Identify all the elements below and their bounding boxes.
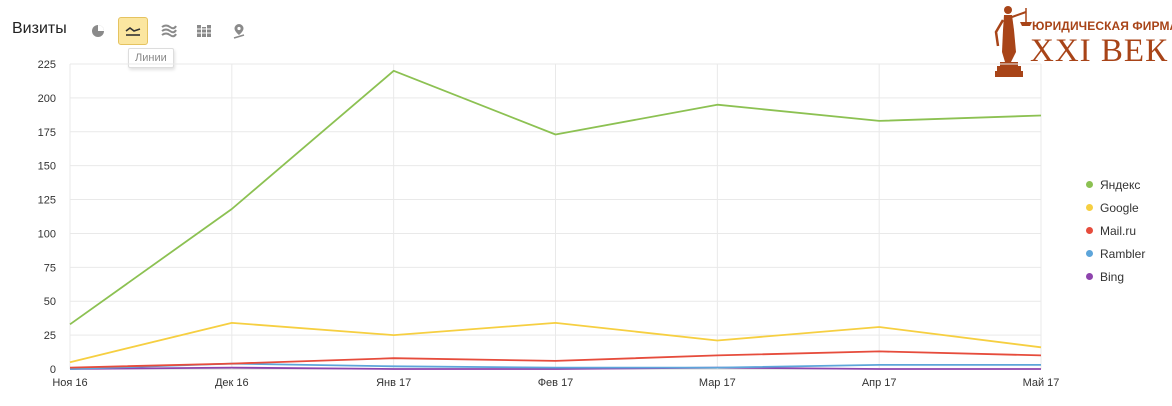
y-tick-label: 125	[38, 195, 56, 207]
line-chart-button[interactable]	[118, 17, 148, 45]
legend-item[interactable]: Mail.ru	[1086, 219, 1166, 242]
legend-label: Яндекс	[1100, 177, 1141, 192]
series-line-google	[69, 321, 1042, 364]
chart-toolbar: Визиты Линии	[0, 0, 320, 68]
legend-item[interactable]: Bing	[1086, 265, 1166, 288]
x-tick-label: Май 17	[1023, 377, 1060, 389]
x-tick-label: Янв 17	[376, 377, 411, 389]
legend-label: Rambler	[1100, 246, 1146, 261]
y-tick-label: 25	[44, 330, 56, 342]
bar-chart-button[interactable]	[189, 17, 219, 45]
x-tick-label: Дек 16	[215, 377, 249, 389]
chart-legend: Яндекс Google Mail.ru Rambler Bing	[1086, 173, 1166, 288]
x-axis: Ноя 16 Дек 16 Янв 17 Фев 17 Мар 17 Апр 17 Май …	[52, 377, 1059, 389]
legend-marker	[1086, 204, 1093, 211]
x-tick-label: Мар 17	[699, 377, 736, 389]
legend-marker	[1086, 227, 1093, 234]
x-tick-label: Фев 17	[538, 377, 574, 389]
series-line-bing	[69, 366, 1041, 370]
legend-marker	[1086, 181, 1093, 188]
y-tick-label: 50	[44, 296, 56, 308]
y-axis: 0 25 50 75 100 125 150 175 200 225	[38, 59, 56, 376]
legend-label: Bing	[1100, 269, 1125, 284]
pie-chart-icon	[92, 25, 104, 37]
legend-item[interactable]: Rambler	[1086, 242, 1166, 265]
map-pin-icon	[233, 24, 245, 39]
logo-subtitle: ЮРИДИЧЕСКАЯ ФИРМА	[1032, 19, 1172, 33]
area-chart-icon	[161, 24, 177, 38]
map-button[interactable]	[224, 17, 254, 45]
y-tick-label: 175	[38, 127, 56, 139]
company-logo: ЮРИДИЧЕСКАЯ ФИРМА XXI ВЕК	[980, 0, 1172, 80]
y-tick-label: 225	[38, 59, 56, 71]
tooltip: Линии	[128, 48, 174, 68]
legend-marker	[1086, 250, 1093, 257]
y-tick-label: 150	[38, 161, 56, 173]
x-tick-label: Апр 17	[862, 377, 897, 389]
legend-label: Google	[1100, 200, 1139, 215]
themis-statue-icon	[994, 6, 1032, 77]
bar-chart-icon	[197, 25, 211, 37]
series-line-яндекс	[69, 69, 1042, 326]
pie-chart-button[interactable]	[83, 17, 113, 45]
legend-item[interactable]: Google	[1086, 196, 1166, 219]
line-chart-icon	[125, 27, 141, 36]
y-tick-label: 0	[50, 364, 56, 376]
legend-marker	[1086, 273, 1093, 280]
y-tick-label: 75	[44, 262, 56, 274]
y-tick-label: 100	[38, 228, 56, 240]
area-chart-button[interactable]	[154, 17, 184, 45]
chart-series	[69, 69, 1042, 370]
series-line-mail-ru	[69, 350, 1042, 369]
legend-item[interactable]: Яндекс	[1086, 173, 1166, 196]
x-tick-label: Ноя 16	[52, 377, 87, 389]
legend-label: Mail.ru	[1100, 223, 1137, 238]
y-tick-label: 200	[38, 93, 56, 105]
logo-title: XXI ВЕК	[1030, 33, 1169, 69]
chart-title: Визиты	[12, 20, 67, 37]
